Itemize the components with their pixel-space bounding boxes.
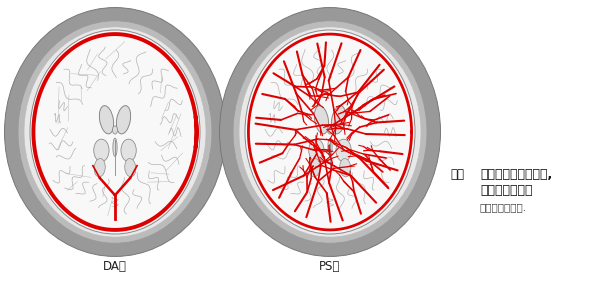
- Ellipse shape: [336, 139, 352, 162]
- Ellipse shape: [309, 158, 320, 177]
- Ellipse shape: [233, 21, 427, 243]
- Ellipse shape: [18, 21, 212, 243]
- Text: 図５: 図５: [450, 168, 464, 181]
- Ellipse shape: [117, 106, 130, 134]
- Ellipse shape: [219, 8, 440, 256]
- Ellipse shape: [314, 106, 329, 134]
- Ellipse shape: [239, 27, 421, 237]
- Ellipse shape: [94, 139, 109, 162]
- Ellipse shape: [245, 30, 415, 234]
- Ellipse shape: [327, 126, 333, 134]
- Ellipse shape: [24, 27, 206, 237]
- Ellipse shape: [94, 158, 105, 177]
- Text: 髄膜の異常増強効果,: 髄膜の異常増強効果,: [480, 168, 552, 181]
- Ellipse shape: [125, 158, 136, 177]
- Text: PS型: PS型: [320, 260, 341, 273]
- Ellipse shape: [30, 30, 200, 234]
- Ellipse shape: [309, 139, 324, 162]
- Ellipse shape: [328, 138, 332, 156]
- Ellipse shape: [100, 106, 114, 134]
- Ellipse shape: [4, 8, 225, 256]
- Text: 文献４より作成.: 文献４より作成.: [480, 202, 527, 212]
- Ellipse shape: [112, 126, 118, 134]
- Text: DA型: DA型: [103, 260, 127, 273]
- Ellipse shape: [332, 106, 345, 134]
- Ellipse shape: [339, 158, 351, 177]
- Ellipse shape: [113, 138, 117, 156]
- Text: ２つのパターン: ２つのパターン: [480, 185, 533, 198]
- Ellipse shape: [121, 139, 137, 162]
